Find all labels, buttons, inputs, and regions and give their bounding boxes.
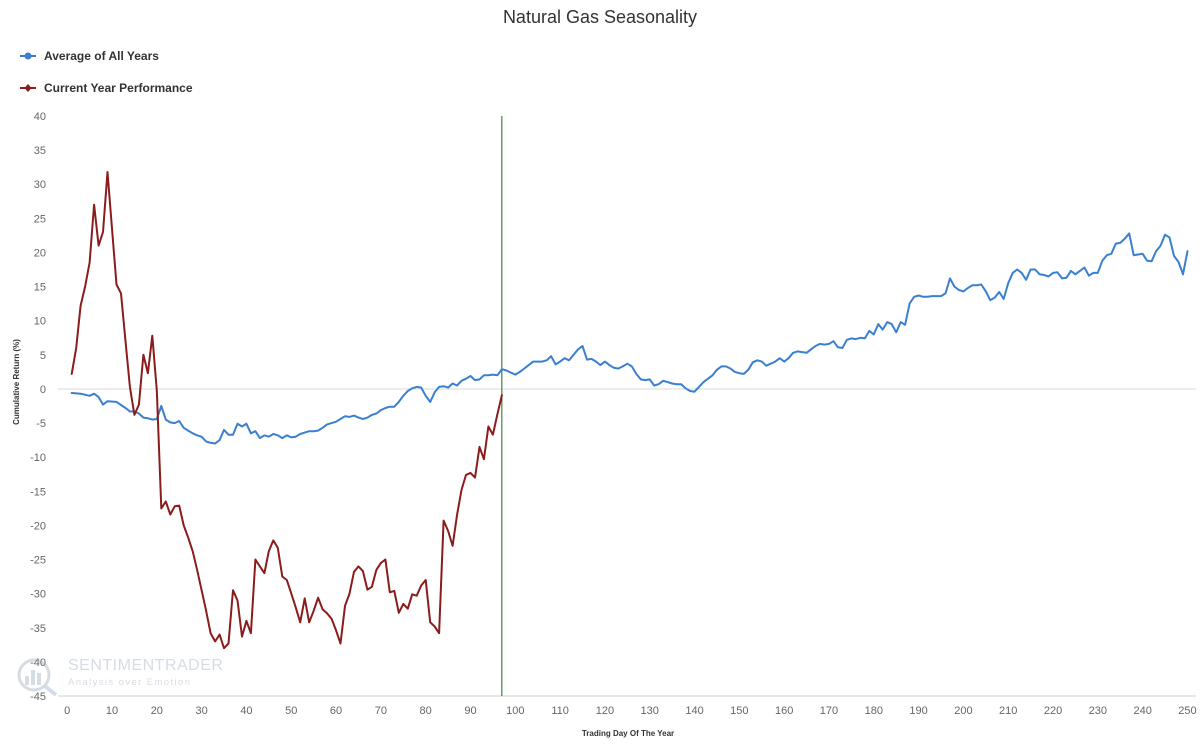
y-tick-label: 40: [34, 111, 46, 123]
y-tick-label: 35: [34, 145, 46, 157]
legend-label-average: Average of All Years: [44, 49, 159, 63]
legend-marker-diamond-icon: [20, 84, 36, 92]
x-tick-label: 120: [596, 705, 614, 717]
y-tick-label: -20: [30, 520, 46, 532]
y-axis-ticks: 40 35 30 25 20 15 10 5 0 -5 -10 -15 -20 -25 -30 -35 -40 -…: [30, 111, 46, 703]
x-tick-label: 50: [285, 705, 297, 717]
series-line-current-year-performance[interactable]: [70, 171, 503, 650]
x-tick-label: 60: [330, 705, 342, 717]
x-tick-label: 140: [685, 705, 703, 717]
x-tick-label: 160: [775, 705, 793, 717]
x-tick-label: 110: [551, 705, 569, 717]
x-tick-label: 190: [909, 705, 927, 717]
watermark-logo: SENTIMENTRADER Analysis over Emotion: [14, 656, 223, 697]
x-tick-label: 250: [1178, 705, 1196, 717]
y-tick-label: 10: [34, 316, 46, 328]
x-tick-label: 90: [464, 705, 476, 717]
y-tick-label: -15: [30, 486, 46, 498]
y-tick-label: -10: [30, 452, 46, 464]
legend-item-average[interactable]: Average of All Years: [20, 47, 159, 65]
chart-title: Natural Gas Seasonality: [502, 7, 698, 27]
legend-marker-circle-icon: [20, 52, 36, 60]
x-tick-label: 130: [641, 705, 659, 717]
x-tick-label: 30: [196, 705, 208, 717]
x-axis-ticks: 0 10 20 30 40 50 60 70 80 90 100 110 120 130 140 150 160…: [64, 705, 1196, 717]
y-tick-label: -45: [30, 691, 46, 703]
magnifier-chart-icon: [17, 658, 58, 697]
y-tick-label: 0: [40, 384, 46, 396]
series-layer: [70, 171, 1189, 650]
x-tick-label: 40: [240, 705, 252, 717]
x-tick-label: 220: [1044, 705, 1062, 717]
y-tick-label: -40: [30, 657, 46, 669]
y-tick-label: -5: [36, 418, 46, 430]
x-tick-label: 150: [730, 705, 748, 717]
y-tick-label: -30: [30, 589, 46, 601]
y-tick-label: 25: [34, 213, 46, 225]
y-axis-title: Cumulative Return (%): [12, 339, 21, 425]
x-tick-label: 70: [375, 705, 387, 717]
y-tick-label: 15: [34, 282, 46, 294]
series-line-average-of-all-years[interactable]: [70, 232, 1189, 445]
y-tick-label: 5: [40, 350, 46, 362]
x-tick-label: 240: [1133, 705, 1151, 717]
y-tick-label: 20: [34, 247, 46, 259]
x-tick-label: 0: [64, 705, 70, 717]
x-tick-label: 20: [151, 705, 163, 717]
x-tick-label: 170: [820, 705, 838, 717]
y-tick-label: 30: [34, 179, 46, 191]
x-axis-title: Trading Day Of The Year: [582, 729, 674, 738]
legend-item-current-year[interactable]: Current Year Performance: [20, 79, 193, 97]
y-tick-label: -35: [30, 623, 46, 635]
x-tick-label: 100: [506, 705, 524, 717]
watermark-tagline: Analysis over Emotion: [68, 677, 192, 688]
x-tick-label: 10: [106, 705, 118, 717]
x-tick-label: 210: [999, 705, 1017, 717]
x-tick-label: 180: [865, 705, 883, 717]
y-tick-label: -25: [30, 555, 46, 567]
watermark-name: SENTIMENTRADER: [68, 657, 224, 674]
x-tick-label: 200: [954, 705, 972, 717]
x-tick-label: 230: [1089, 705, 1107, 717]
legend-label-current-year: Current Year Performance: [44, 81, 193, 95]
x-tick-label: 80: [420, 705, 432, 717]
